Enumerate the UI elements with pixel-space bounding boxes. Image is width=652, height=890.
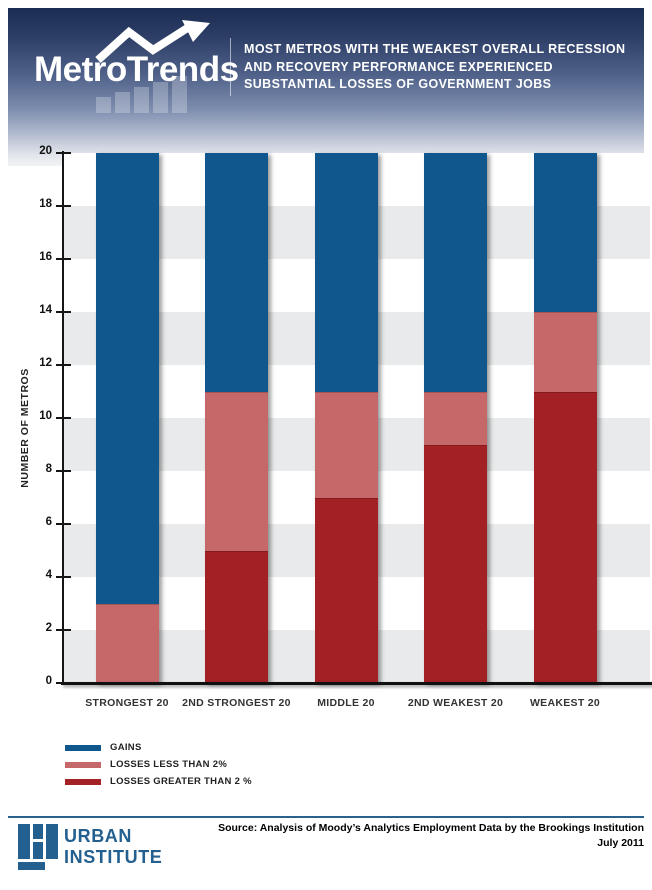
metrotrends-logo: MetroTrends — [8, 8, 239, 128]
bar-middle-20 — [314, 153, 378, 683]
date-line: July 2011 — [597, 837, 644, 849]
bar-segment-losses-less-than-2- — [314, 391, 378, 498]
legend-label: GAINS — [110, 742, 142, 753]
y-tick-label: 4 — [45, 569, 52, 581]
source-attribution: Source: Analysis of Moody’s Analytics Em… — [164, 821, 644, 851]
bar-segment-losses-less-than-2- — [533, 312, 597, 392]
y-tick-label: 16 — [39, 251, 52, 263]
y-tick-label: 12 — [39, 357, 52, 369]
header-banner: MetroTrends MOST METROS WITH THE WEAKEST… — [8, 8, 644, 166]
bar-segment-gains — [95, 153, 159, 604]
y-tick-label: 6 — [45, 516, 52, 528]
chart-legend: GAINS LOSSES LESS THAN 2% LOSSES GREATER T… — [65, 742, 252, 793]
header-divider — [230, 38, 231, 96]
legend-label: LOSSES LESS THAN 2% — [110, 759, 228, 770]
footer-divider — [8, 816, 644, 818]
y-tick-label: 14 — [39, 304, 52, 316]
bar-segment-gains — [205, 153, 268, 392]
x-axis-category-label: MIDDLE 20 — [317, 697, 375, 709]
bar-strongest-20 — [95, 153, 159, 683]
bar-segment-losses-less-than-2- — [95, 603, 159, 683]
legend-item: LOSSES GREATER THAN 2 % — [65, 776, 252, 787]
bar-segment-losses-greater-than-2- — [205, 550, 268, 683]
legend-swatch-icon — [65, 761, 101, 768]
y-tick-label: 2 — [45, 622, 52, 634]
legend-swatch-icon — [65, 744, 101, 751]
logo-text: MetroTrends — [34, 50, 239, 89]
bar-segment-losses-greater-than-2- — [533, 391, 597, 683]
title-line: SUBSTANTIAL LOSSES OF GOVERNMENT JOBS — [244, 77, 552, 91]
org-name: URBAN INSTITUTE — [64, 826, 162, 868]
urban-institute-logo-icon — [18, 824, 60, 870]
x-axis-category-label: 2ND STRONGEST 20 — [182, 697, 291, 709]
bar-segment-gains — [424, 153, 487, 392]
org-name-line: URBAN — [64, 826, 132, 846]
legend-item: GAINS — [65, 742, 252, 753]
legend-label: LOSSES GREATER THAN 2 % — [110, 776, 252, 787]
bar-segment-losses-greater-than-2- — [424, 444, 487, 683]
y-tick-label: 10 — [39, 410, 52, 422]
org-name-line: INSTITUTE — [64, 847, 163, 867]
x-axis-line — [61, 682, 652, 685]
bar-segment-gains — [314, 153, 378, 392]
y-tick-label: 8 — [45, 463, 52, 475]
y-axis-line — [62, 151, 64, 685]
source-line: Source: Analysis of Moody’s Analytics Em… — [218, 822, 644, 834]
bar-segment-losses-less-than-2- — [424, 391, 487, 445]
bar-2nd-weakest-20 — [424, 153, 487, 683]
y-tick-label: 18 — [39, 198, 52, 210]
page-title: MOST METROS WITH THE WEAKEST OVERALL REC… — [244, 41, 644, 94]
bar-weakest-20 — [533, 153, 597, 683]
x-axis-category-label: WEAKEST 20 — [529, 697, 601, 709]
x-axis-category-label: STRONGEST 20 — [85, 697, 169, 709]
bar-segment-gains — [533, 153, 597, 312]
bar-segment-losses-less-than-2- — [205, 391, 268, 551]
y-tick-label: 20 — [39, 145, 52, 157]
logo-bars-icon — [96, 76, 187, 113]
y-tick-label: 0 — [45, 675, 52, 687]
bar-2nd-strongest-20 — [205, 153, 268, 683]
trend-arrow-icon — [95, 20, 210, 63]
title-line: AND RECOVERY PERFORMANCE EXPERIENCED — [244, 59, 553, 74]
title-line: MOST METROS WITH THE WEAKEST OVERALL REC… — [244, 42, 626, 56]
legend-item: LOSSES LESS THAN 2% — [65, 759, 252, 770]
legend-swatch-icon — [65, 778, 101, 785]
bar-segment-losses-greater-than-2- — [314, 497, 378, 683]
x-axis-category-label: 2ND WEAKEST 20 — [407, 697, 504, 709]
